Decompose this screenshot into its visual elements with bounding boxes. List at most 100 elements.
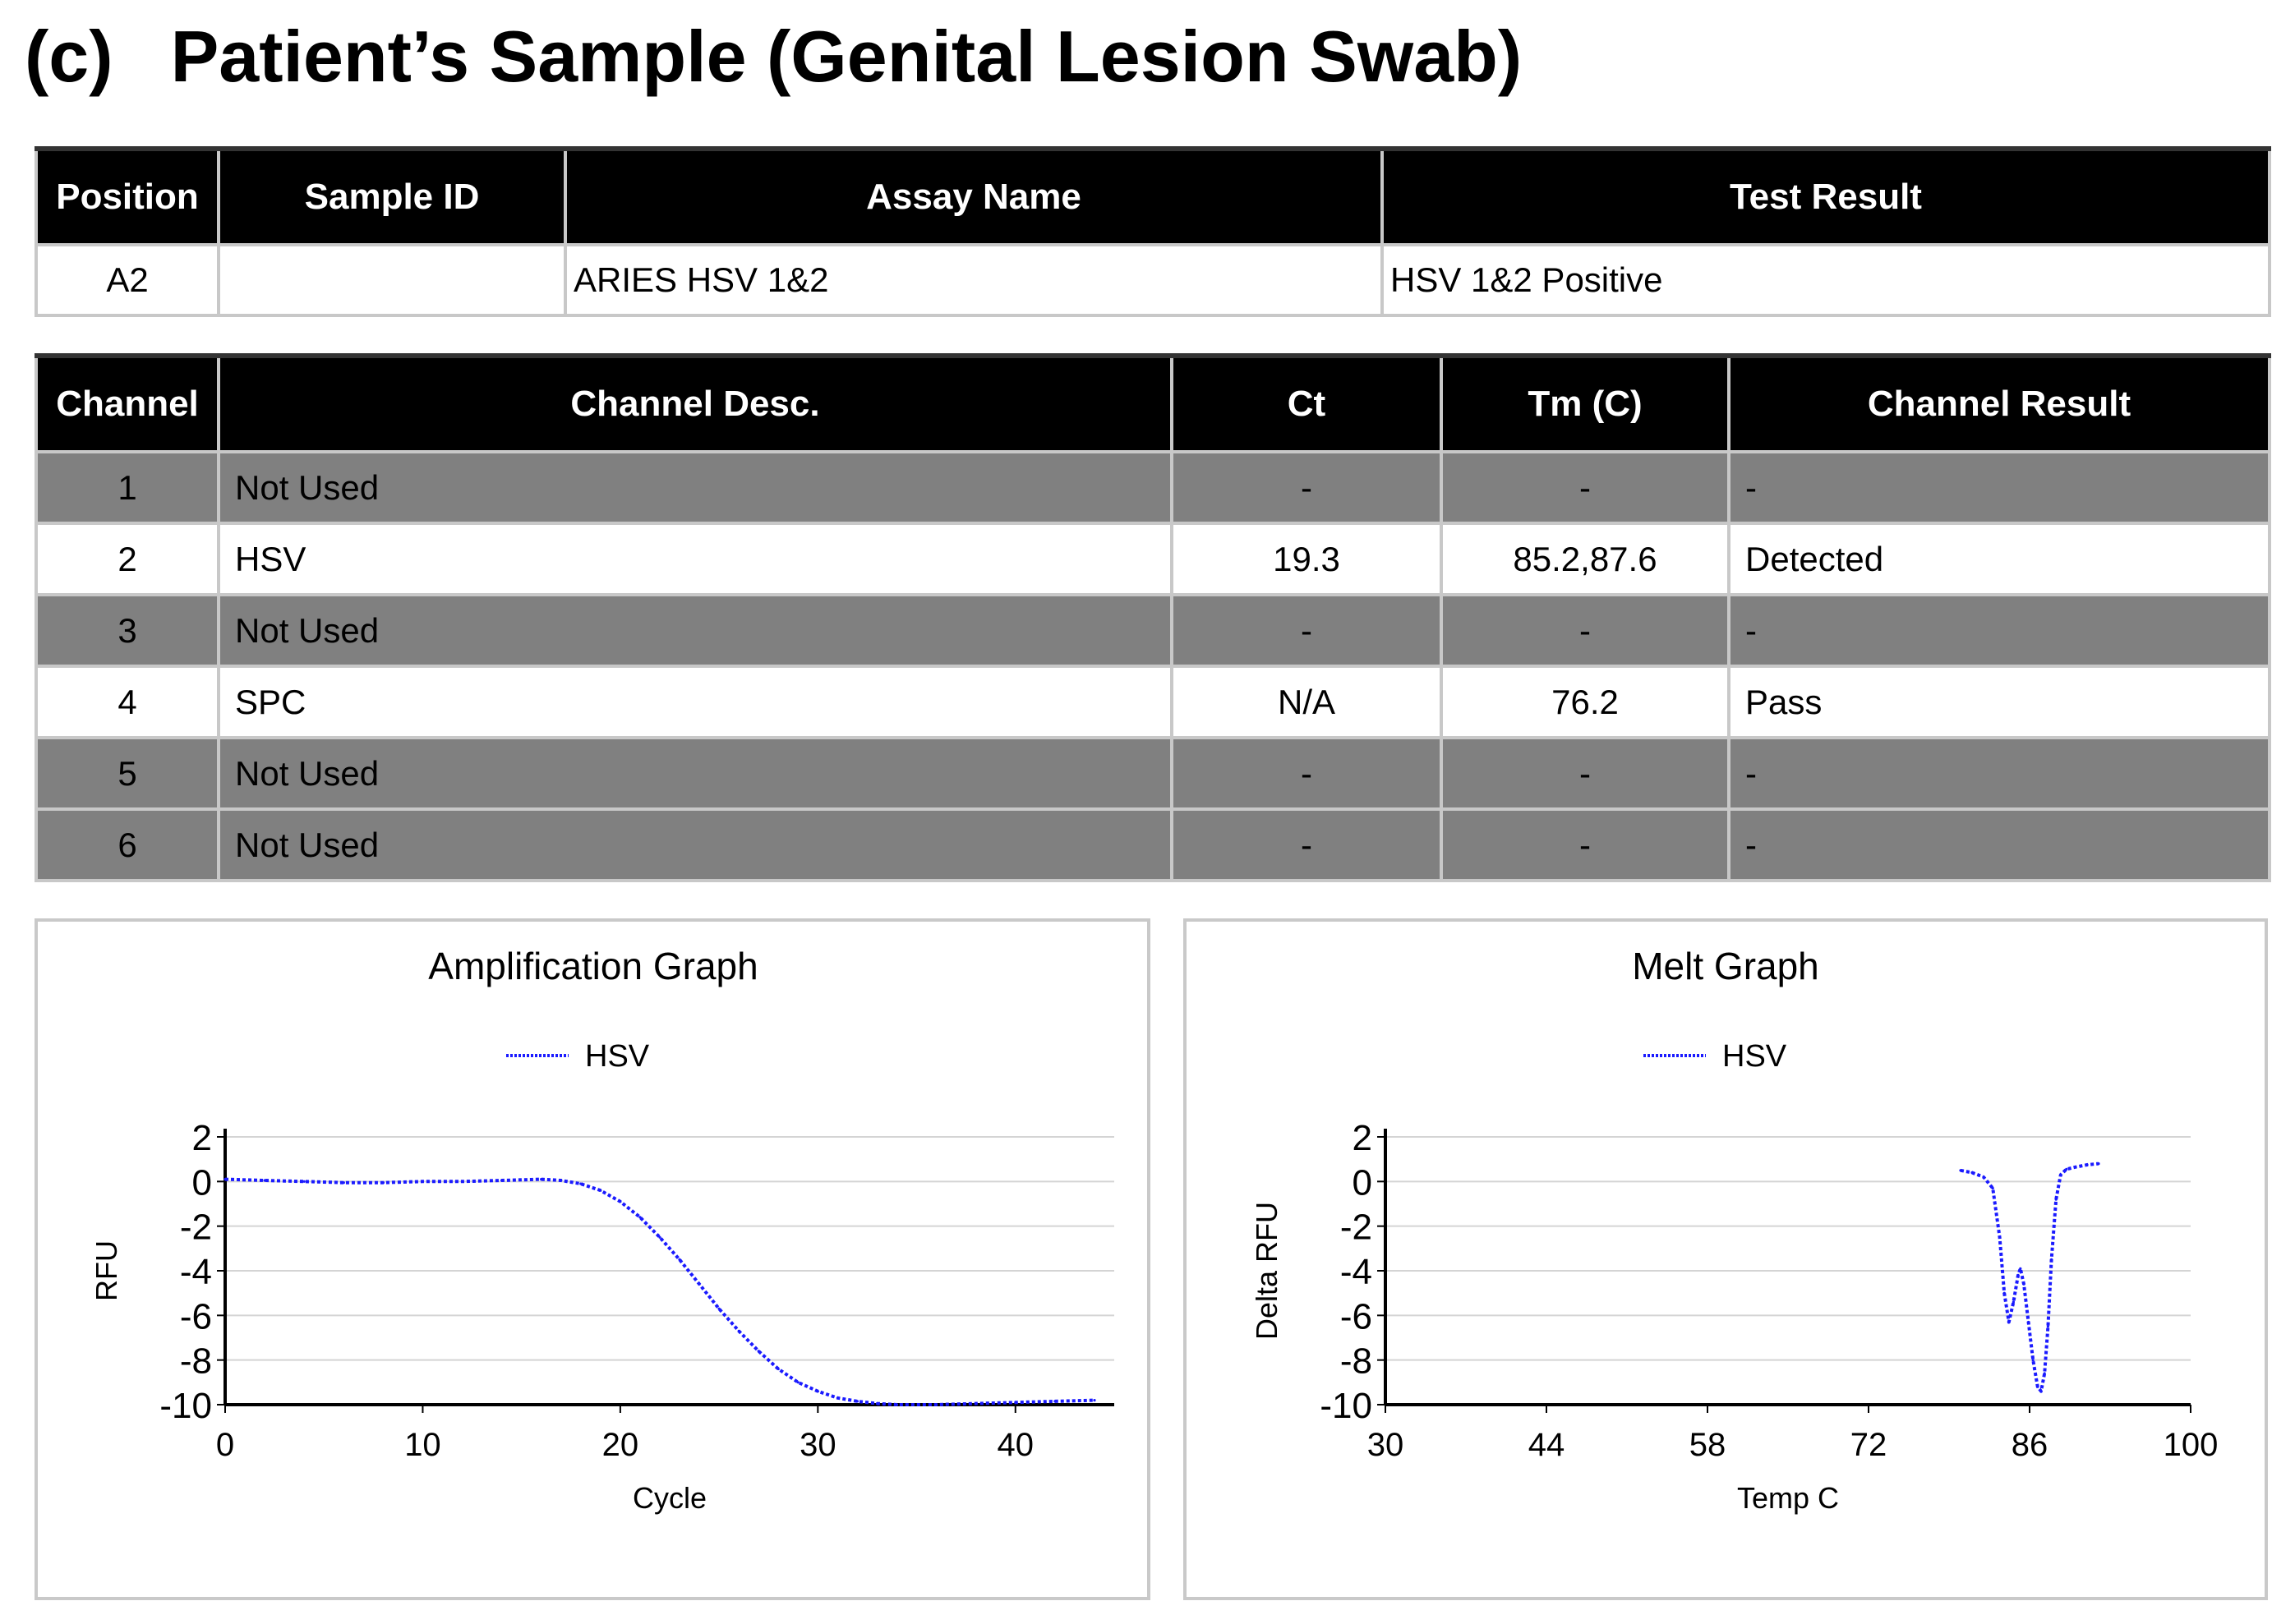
y-tick-label: -8 <box>1340 1341 1372 1382</box>
header-sample-id: Sample ID <box>217 146 567 246</box>
table-row: A2 ARIES HSV 1&2 HSV 1&2 Positive <box>35 243 2271 317</box>
x-tick-label: 86 <box>2012 1427 2048 1463</box>
data-point <box>1970 1171 1974 1175</box>
cell-channel-result: - <box>1727 450 2271 525</box>
cell-channel-desc: Not Used <box>217 736 1173 811</box>
data-point <box>2085 1163 2089 1166</box>
table-row: 3 Not Used - - - <box>35 593 2271 668</box>
data-point <box>717 1307 721 1310</box>
y-tick-label: 0 <box>192 1162 212 1203</box>
data-point <box>1014 1401 1017 1404</box>
data-point <box>224 1178 227 1181</box>
data-point <box>2054 1198 2058 1201</box>
cell-ct: - <box>1170 593 1443 668</box>
cell-position: A2 <box>35 243 220 317</box>
data-point <box>500 1179 504 1182</box>
data-point <box>2065 1167 2068 1171</box>
cell-ct: - <box>1170 736 1443 811</box>
data-point <box>2002 1291 2006 1295</box>
legend-label: HSV <box>1722 1039 1787 1074</box>
header-test-result: Test Result <box>1380 146 2271 246</box>
y-tick-label: -10 <box>1320 1386 1372 1426</box>
x-tick-label: 100 <box>2164 1427 2219 1463</box>
y-axis-label: Delta RFU <box>1250 1202 1283 1340</box>
data-point <box>855 1400 859 1403</box>
x-tick-label: 30 <box>1367 1427 1404 1463</box>
cell-channel-result: Detected <box>1727 522 2271 596</box>
data-point <box>935 1403 938 1406</box>
data-point <box>2039 1390 2043 1393</box>
data-point <box>2016 1273 2020 1277</box>
data-point <box>737 1329 740 1332</box>
x-axis-label: Temp C <box>1737 1481 1839 1515</box>
melt-graph-panel: Melt Graph HSV 2 0 -2 -4 -6 -8 -10 30 44 58 72 86 100 T… <box>1183 918 2268 1600</box>
data-point <box>2074 1166 2077 1169</box>
cell-assay-name: ARIES HSV 1&2 <box>564 243 1384 317</box>
series-line <box>1960 1162 2099 1393</box>
data-point <box>1093 1399 1096 1402</box>
data-point <box>460 1180 464 1183</box>
header-position: Position <box>35 146 220 246</box>
data-point <box>796 1381 800 1384</box>
cell-ct: 19.3 <box>1170 522 1443 596</box>
chart-legend: HSV <box>506 1039 650 1074</box>
data-point <box>619 1200 622 1203</box>
data-point <box>1982 1175 1985 1179</box>
x-tick-label: 0 <box>216 1427 234 1463</box>
table-row: 1 Not Used - - - <box>35 450 2271 525</box>
data-point <box>638 1216 642 1219</box>
data-point <box>816 1390 819 1393</box>
y-tick-label: -2 <box>180 1208 212 1248</box>
x-tick-label: 44 <box>1528 1427 1565 1463</box>
cell-channel: 1 <box>35 450 220 525</box>
data-point <box>381 1181 385 1185</box>
page-title: (c) Patient’s Sample (Genital Lesion Swab… <box>25 15 1522 99</box>
channel-results-table: Channel Channel Desc. Ct Tm (C) Channel … <box>35 353 2271 882</box>
data-point <box>757 1350 760 1353</box>
data-point <box>2012 1300 2015 1304</box>
cell-channel: 3 <box>35 593 220 668</box>
data-point <box>599 1189 602 1192</box>
data-point <box>2043 1372 2046 1375</box>
data-point <box>2007 1320 2011 1324</box>
data-point <box>836 1396 840 1400</box>
sample-result-table: Position Sample ID Assay Name Test Resul… <box>35 146 2271 317</box>
x-axis-label: Cycle <box>633 1481 707 1515</box>
y-tick-label: 2 <box>1353 1118 1372 1158</box>
data-point <box>2050 1258 2053 1261</box>
cell-channel-desc: Not Used <box>217 593 1173 668</box>
cell-tm: - <box>1440 736 1730 811</box>
chart-legend: HSV <box>1643 1039 1787 1074</box>
chart-title: Amplification Graph <box>428 945 758 987</box>
x-tick-label: 30 <box>800 1427 836 1463</box>
header-channel: Channel <box>35 353 220 453</box>
cell-tm: - <box>1440 593 1730 668</box>
chart-title: Melt Graph <box>1632 945 1819 987</box>
cell-tm: - <box>1440 807 1730 882</box>
cell-channel: 5 <box>35 736 220 811</box>
cell-ct: N/A <box>1170 665 1443 739</box>
header-tm: Tm (C) <box>1440 353 1730 453</box>
x-tick-label: 10 <box>404 1427 441 1463</box>
y-axis-label: RFU <box>90 1240 123 1301</box>
cell-channel: 4 <box>35 665 220 739</box>
y-tick-label: -6 <box>180 1296 212 1336</box>
data-point <box>2027 1320 2030 1324</box>
data-point <box>2036 1385 2039 1388</box>
sample-table-header: Position Sample ID Assay Name Test Resul… <box>35 146 2271 246</box>
data-point <box>263 1179 266 1182</box>
data-point <box>2097 1162 2100 1166</box>
data-point <box>421 1180 424 1183</box>
y-tick-label: -4 <box>1340 1252 1372 1292</box>
data-point <box>2019 1267 2022 1270</box>
data-point <box>540 1178 543 1181</box>
y-tick-label: -6 <box>1340 1296 1372 1336</box>
figure-title: Patient’s Sample (Genital Lesion Swab) <box>170 16 1523 97</box>
cell-test-result: HSV 1&2 Positive <box>1380 243 2271 317</box>
y-tick-label: 0 <box>1353 1162 1372 1203</box>
cell-channel-result: - <box>1727 593 2271 668</box>
table-row: 5 Not Used - - - <box>35 736 2271 811</box>
x-tick-label: 40 <box>998 1427 1035 1463</box>
y-tick-label: -8 <box>180 1341 212 1382</box>
